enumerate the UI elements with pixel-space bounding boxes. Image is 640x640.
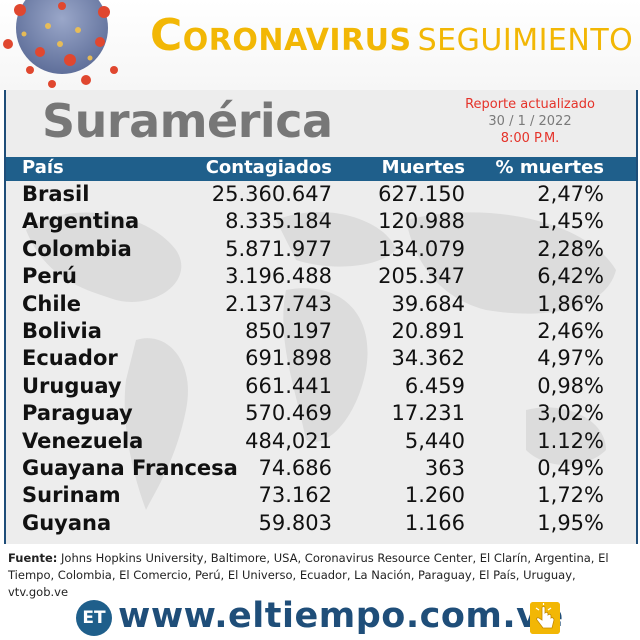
death-rate-value: 1,45% [537, 209, 604, 234]
report-date: 30 / 1 / 2022 [488, 114, 572, 129]
death-rate-value: 1,86% [537, 291, 604, 316]
country-name: Perú [22, 264, 77, 289]
title-rest: ORONAVIRUS [182, 23, 412, 58]
death-rate-value: 0,49% [537, 455, 604, 480]
page-header: CORONAVIRUS SEGUIMIENTO [0, 0, 640, 90]
death-rate-value: 3,02% [537, 401, 604, 426]
death-rate-value: 1,72% [537, 483, 604, 508]
coronavirus-illustration [3, 0, 118, 88]
source-note: Fuente: Johns Hopkins University, Baltim… [8, 550, 623, 601]
death-rate-value: 4,97% [537, 346, 604, 371]
region-title: Suramérica [42, 94, 333, 148]
table-row: Uruguay 661.441 6.459 0,98% [6, 373, 636, 400]
death-rate-value: 2,46% [537, 318, 604, 343]
country-name: Colombia [22, 236, 132, 261]
deaths-value: 34.362 [391, 346, 465, 371]
death-rate-value: 2,47% [537, 182, 604, 206]
deaths-value: 1.260 [404, 483, 465, 508]
country-name: Venezuela [22, 428, 144, 453]
deaths-value: 205.347 [378, 264, 465, 289]
table-row: Guyana 59.803 1.166 1,95% [6, 510, 636, 537]
table-body: Brasil 25.360.647 627.150 2,47% Argentin… [6, 181, 636, 537]
table-row: Venezuela 484,021 5,440 1.12% [6, 428, 636, 455]
country-name: Guyana [22, 510, 112, 535]
table-row: Surinam 73.162 1.260 1,72% [6, 482, 636, 509]
deaths-value: 20.891 [391, 318, 465, 343]
cases-value: 661.441 [245, 373, 332, 398]
country-name: Uruguay [22, 373, 122, 398]
deaths-value: 363 [424, 455, 465, 480]
table-header: País Contagiados Muertes % muertes [6, 157, 636, 181]
country-name: Ecuador [22, 346, 118, 371]
column-header-cases: Contagiados [205, 157, 332, 178]
table-row: Paraguay 570.469 17.231 3,02% [6, 400, 636, 427]
source-text: Johns Hopkins University, Baltimore, USA… [8, 551, 609, 599]
cases-value: 691.898 [245, 346, 332, 371]
death-rate-value: 2,28% [537, 236, 604, 261]
cases-value: 74.686 [258, 455, 332, 480]
table-row: Bolivia 850.197 20.891 2,46% [6, 318, 636, 345]
deaths-value: 6.459 [404, 373, 465, 398]
cases-value: 2.137.743 [225, 291, 332, 316]
table-row: Guayana Francesa 74.686 363 0,49% [6, 455, 636, 482]
website-link[interactable]: www.eltiempo.com.ve [118, 596, 564, 636]
source-label: Fuente: [8, 551, 58, 565]
cases-value: 8.335.184 [225, 209, 332, 234]
country-name: Surinam [22, 483, 121, 508]
column-header-death-rate: % muertes [495, 157, 604, 178]
title-subtitle: SEGUIMIENTO [417, 23, 634, 58]
country-name: Bolivia [22, 318, 102, 343]
country-name: Argentina [22, 209, 140, 234]
country-name: Guayana Francesa [22, 455, 238, 480]
cases-value: 3.196.488 [225, 264, 332, 289]
data-panel: Suramérica Reporte actualizado 30 / 1 / … [4, 90, 638, 544]
world-map-background [26, 211, 616, 510]
table-row: Ecuador 691.898 34.362 4,97% [6, 345, 636, 372]
table-row: Chile 2.137.743 39.684 1,86% [6, 291, 636, 318]
page-title: CORONAVIRUS SEGUIMIENTO [150, 14, 634, 59]
death-rate-value: 1,95% [537, 510, 604, 535]
deaths-value: 627.150 [378, 182, 465, 206]
report-label: Reporte actualizado [465, 97, 595, 112]
deaths-value: 120.988 [378, 209, 465, 234]
cases-value: 570.469 [245, 401, 332, 426]
report-time: 8:00 P.M. [500, 131, 560, 146]
cases-value: 484,021 [245, 428, 332, 453]
cases-value: 73.162 [258, 483, 332, 508]
hand-pointer-icon [530, 602, 560, 634]
table-row: Colombia 5.871.977 134.079 2,28% [6, 236, 636, 263]
cases-value: 850.197 [245, 318, 332, 343]
column-header-country: País [22, 157, 64, 178]
deaths-value: 17.231 [391, 401, 465, 426]
table-row: Brasil 25.360.647 627.150 2,47% [6, 181, 636, 208]
death-rate-value: 0,98% [537, 373, 604, 398]
table-row: Perú 3.196.488 205.347 6,42% [6, 263, 636, 290]
cases-value: 59.803 [258, 510, 332, 535]
death-rate-value: 1.12% [537, 428, 604, 453]
country-name: Chile [22, 291, 82, 316]
page-footer: Fuente: Johns Hopkins University, Baltim… [0, 544, 640, 640]
title-initial: C [150, 10, 183, 61]
column-header-deaths: Muertes [381, 157, 465, 178]
country-name: Brasil [22, 182, 90, 206]
cases-value: 5.871.977 [225, 236, 332, 261]
death-rate-value: 6,42% [537, 264, 604, 289]
table-row: Argentina 8.335.184 120.988 1,45% [6, 208, 636, 235]
eltiempo-logo: ET [76, 600, 112, 636]
cases-value: 25.360.647 [211, 182, 332, 206]
deaths-value: 5,440 [404, 428, 465, 453]
report-info: Reporte actualizado 30 / 1 / 2022 8:00 P… [450, 96, 610, 147]
deaths-value: 134.079 [378, 236, 465, 261]
country-name: Paraguay [22, 401, 133, 426]
deaths-value: 1.166 [404, 510, 465, 535]
deaths-value: 39.684 [391, 291, 465, 316]
